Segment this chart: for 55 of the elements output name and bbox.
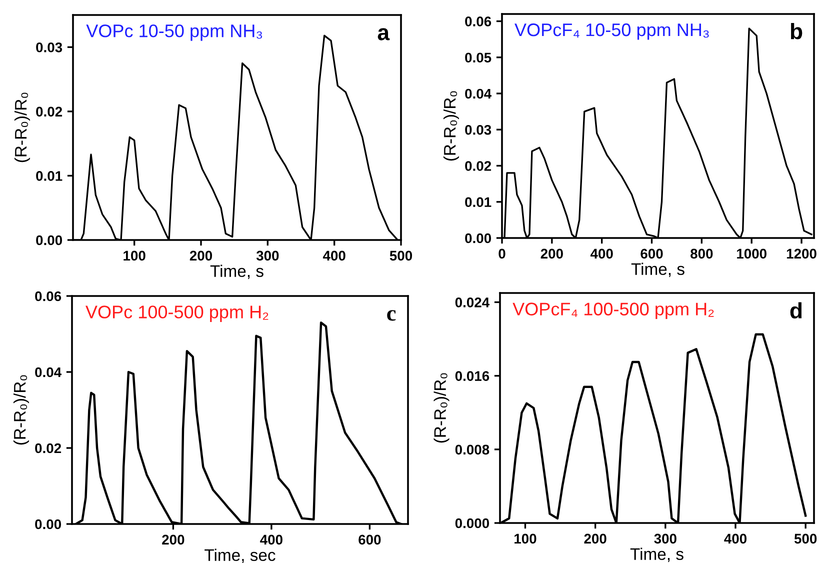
x-tick-label: 400 [260,534,282,545]
y-axis-title: (R-R₀)/R₀ [434,373,450,443]
y-tick-label: 0.04 [35,367,62,378]
chart-title: VOPc 100-500 ppm H₂ [86,306,268,322]
y-tick-label: 0.00 [36,235,62,246]
x-tick-label: 300 [256,250,279,261]
x-axis-title: Time, sec [204,548,276,563]
y-tick-label: 0.00 [465,233,492,244]
x-tick-label: 100 [124,250,146,261]
annotation: b [790,22,802,40]
y-tick-label: 0.02 [35,443,62,454]
y-tick-label: 0.03 [465,124,492,135]
annotation: d [790,302,802,319]
x-tick-label: 100 [514,534,536,544]
y-tick-label: 0.05 [465,52,492,63]
y-tick-label: 0.03 [36,42,62,52]
x-tick-label: 0 [498,248,506,259]
x-axis-title: Time, s [630,548,684,562]
chart-title: VOPcF₄ 10-50 ppm NH₃ [514,23,709,40]
y-tick-label: 0.02 [465,161,492,171]
x-tick-label: 800 [690,248,713,259]
x-axis-title: Time, s [631,262,684,277]
y-tick-label: 0.06 [465,16,492,26]
x-tick-label: 200 [584,534,606,544]
chart-title: VOPc 10-50 ppm NH₃ [86,24,262,41]
x-tick-label: 600 [640,248,663,259]
x-tick-label: 400 [322,250,346,261]
x-tick-label: 200 [540,248,563,259]
x-tick-label: 300 [654,534,676,544]
annotation: a [378,28,390,40]
x-tick-label: 1000 [737,248,766,259]
y-axis-title: (R-R₀)/R₀ [13,375,29,445]
y-tick-label: 0.008 [455,444,490,455]
x-tick-label: 400 [724,534,747,544]
x-axis-title: Time, s [210,264,264,279]
x-tick-label: 200 [162,534,184,545]
annotation: c [387,310,396,321]
y-tick-label: 0.01 [36,171,62,181]
x-tick-label: 1200 [786,248,816,259]
y-tick-label: 0.024 [455,298,490,308]
y-tick-label: 0.01 [465,197,492,208]
y-tick-label: 0.04 [465,88,492,99]
y-tick-label: 0.000 [455,518,490,528]
x-tick-label: 500 [390,250,412,261]
y-tick-label: 0.02 [36,106,62,117]
y-tick-label: 0.016 [455,371,490,381]
x-tick-label: 200 [190,250,212,261]
y-axis-title: (R-R₀)/R₀ [14,92,30,162]
x-tick-label: 400 [590,248,613,259]
y-tick-label: 0.00 [35,519,62,530]
y-tick-label: 0.06 [35,291,62,302]
x-tick-label: 500 [794,534,817,544]
y-axis-title: (R-R₀)/R₀ [443,91,459,161]
chart-title: VOPcF₄ 100-500 ppm H₂ [512,302,714,320]
x-tick-label: 600 [358,534,381,545]
